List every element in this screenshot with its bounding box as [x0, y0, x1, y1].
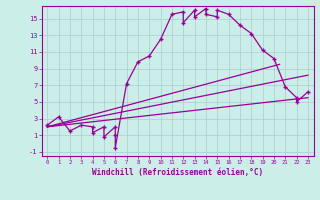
X-axis label: Windchill (Refroidissement éolien,°C): Windchill (Refroidissement éolien,°C): [92, 168, 263, 177]
